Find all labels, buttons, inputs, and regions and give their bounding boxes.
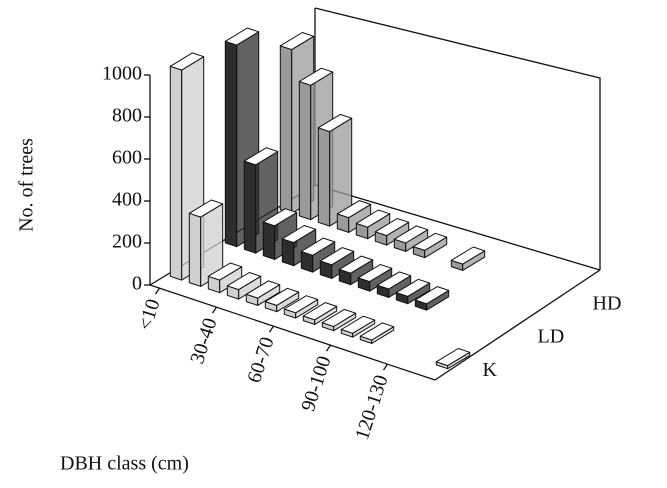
- x-tick-label: 90-100: [297, 353, 335, 414]
- legend-label: LD: [538, 326, 565, 348]
- bar-top: [283, 295, 319, 314]
- x-tick-label: 60-70: [243, 334, 278, 385]
- bar-top: [338, 255, 374, 274]
- y-tick-label: 600: [112, 147, 142, 169]
- bar-top: [302, 302, 338, 321]
- bar-front: [262, 221, 276, 260]
- bar-top: [243, 147, 279, 166]
- bar-top: [279, 32, 315, 51]
- x-tick: [211, 306, 218, 314]
- bar-top: [281, 225, 317, 244]
- bar-top: [359, 322, 395, 341]
- y-tick-label: 800: [112, 105, 142, 127]
- bar: [450, 246, 486, 271]
- bar: [283, 295, 319, 319]
- bar-top: [207, 262, 243, 281]
- y-tick-label: 1000: [102, 63, 142, 85]
- x-tick-label: 30-40: [186, 315, 221, 366]
- bar: [393, 225, 429, 252]
- bar-top: [321, 308, 357, 327]
- bar-top: [395, 278, 431, 297]
- bar: [340, 315, 376, 338]
- bar-top: [374, 218, 410, 237]
- bar-top: [376, 271, 412, 290]
- bar-top: [412, 232, 448, 251]
- y-tick-label: 0: [132, 273, 142, 295]
- bar: [374, 218, 410, 246]
- bar-front: [243, 160, 257, 254]
- x-tick-label: 120-130: [351, 372, 393, 442]
- bar-top: [336, 200, 372, 219]
- bar-front: [169, 65, 183, 281]
- legend-label: K: [483, 359, 498, 381]
- bar-top: [245, 280, 281, 299]
- bar-top: [393, 225, 429, 244]
- x-tick: [268, 325, 275, 333]
- bar-top: [188, 199, 224, 218]
- bar-front: [224, 40, 238, 248]
- bar-front: [281, 238, 295, 267]
- bar-top: [319, 247, 355, 266]
- bar-top: [355, 209, 391, 228]
- bar-top: [450, 246, 486, 265]
- bar: [355, 209, 391, 240]
- bar-top: [414, 286, 450, 305]
- bar: [226, 272, 262, 300]
- bar: [435, 348, 471, 370]
- bar-top: [435, 348, 471, 367]
- bar-top: [300, 237, 336, 256]
- bar-top: [226, 272, 262, 291]
- x-tick-label: <10: [134, 296, 165, 333]
- bar: [245, 280, 281, 306]
- walls: [149, 7, 601, 381]
- bar: [317, 113, 353, 227]
- back-right-wall: [314, 7, 601, 270]
- bar-front: [298, 81, 312, 221]
- bar: [302, 302, 338, 325]
- bar: [300, 237, 336, 273]
- x-tick: [325, 344, 332, 352]
- depth-axis: [434, 269, 601, 381]
- bar: [357, 264, 393, 292]
- bar: [281, 225, 317, 267]
- floor-back-edge: [314, 184, 601, 271]
- bar: [359, 322, 395, 344]
- bar: [414, 286, 450, 311]
- bar: [321, 308, 357, 332]
- bar-top: [169, 52, 205, 71]
- bar-front: [279, 45, 293, 214]
- bar: [395, 278, 431, 305]
- bar-top: [357, 264, 393, 283]
- y-tick-label: 400: [112, 189, 142, 211]
- bar-front: [317, 127, 331, 227]
- x-tick: [382, 363, 389, 371]
- bar-top: [224, 27, 260, 46]
- bar-top: [262, 208, 298, 227]
- bar-top: [340, 315, 376, 334]
- y-tick-label: 200: [112, 231, 142, 253]
- bar: [264, 287, 300, 313]
- bar: [376, 271, 412, 298]
- legend-label: HD: [593, 292, 622, 314]
- bar-top: [298, 67, 334, 86]
- bar: [412, 232, 448, 259]
- bar-top: [264, 287, 300, 306]
- x-tick: [154, 287, 161, 295]
- x-axis-label: DBH class (cm): [60, 453, 189, 475]
- bar-front: [188, 212, 202, 287]
- y-axis-label: No. of trees: [16, 138, 38, 232]
- bar-top: [317, 113, 353, 133]
